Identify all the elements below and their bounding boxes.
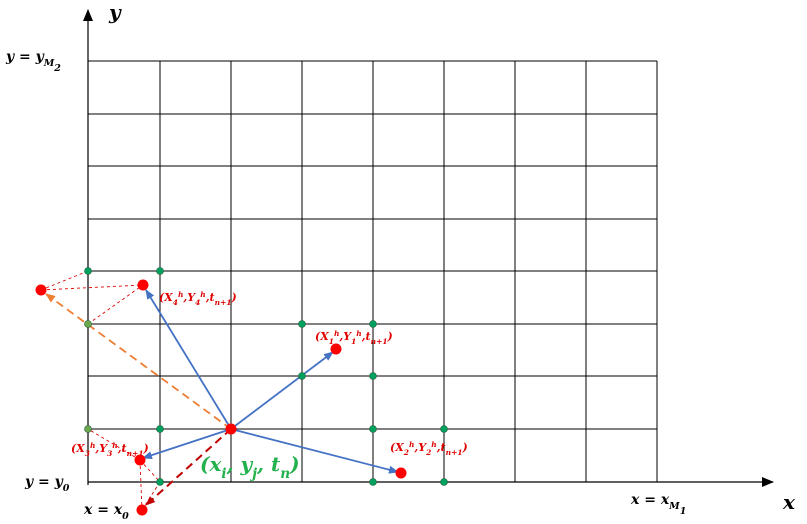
- mesh-grid: [88, 60, 658, 482]
- y-axis-label: y: [108, 0, 122, 24]
- x-axis-label: x: [782, 490, 796, 514]
- label-fragment: 0: [122, 511, 129, 522]
- point-outside-left: [35, 284, 47, 296]
- label-fragment: i: [221, 466, 226, 482]
- label-fragment: ,t: [205, 291, 215, 304]
- label-fragment: n+1: [446, 448, 463, 457]
- x-right-boundary-label: x = xM1: [630, 492, 686, 517]
- interpolation-guides: [40, 270, 161, 511]
- label-p1: (X1h,Y1h,tn+1): [315, 329, 393, 346]
- label-fragment: h: [90, 441, 95, 450]
- arrow-outside-left: [45, 293, 232, 430]
- label-fragment: j: [249, 466, 257, 482]
- point-p4: [137, 279, 149, 291]
- label-fragment: h: [431, 440, 436, 449]
- point-outside-bottom: [136, 504, 148, 516]
- arrow-to-p2: [230, 428, 399, 474]
- label-fragment: n+1: [127, 449, 144, 458]
- label-fragment: 1: [351, 337, 356, 346]
- y-top-boundary-label: y = yM2: [5, 49, 61, 74]
- label-fragment: (X: [71, 442, 85, 455]
- label-fragment: (X: [159, 291, 173, 304]
- label-fragment: 2: [425, 448, 431, 457]
- label-fragment: (x: [200, 452, 222, 476]
- label-fragment: ,t: [117, 442, 127, 455]
- label-fragment: h: [409, 440, 414, 449]
- label-fragment: ,Y: [338, 330, 352, 343]
- label-fragment: n+1: [215, 298, 232, 307]
- center-label: (xi, yj, tn): [200, 452, 300, 482]
- label-p3: (X3h,Y3h,tn+1): [71, 441, 149, 458]
- arrow-to-p4: [145, 289, 232, 430]
- y-bottom-boundary-label: y = y0: [24, 474, 70, 494]
- label-fragment: x = x: [630, 492, 670, 508]
- label-fragment: (X: [390, 441, 404, 454]
- x-left-boundary-label: x = x0: [83, 502, 129, 522]
- label-fragment: M: [43, 58, 55, 69]
- label-fragment: 2: [403, 448, 409, 457]
- label-fragment: y = y: [24, 474, 64, 490]
- center-point: [225, 423, 237, 435]
- label-fragment: ): [143, 442, 149, 455]
- label-fragment: 1: [680, 506, 687, 517]
- label-fragment: 2: [53, 63, 61, 74]
- label-fragment: 1: [329, 337, 334, 346]
- label-fragment: n: [280, 466, 290, 482]
- label-fragment: 3: [85, 449, 90, 458]
- arrow-outside-bottom: [145, 428, 232, 506]
- label-fragment: ): [462, 441, 468, 454]
- label-fragment: ,Y: [413, 441, 427, 454]
- label-fragment: 4: [173, 298, 178, 307]
- label-fragment: h: [178, 290, 183, 299]
- label-fragment: , y: [226, 452, 254, 476]
- label-fragment: h: [200, 290, 205, 299]
- label-p4: (X4h,Y4h,tn+1): [159, 290, 237, 307]
- label-fragment: (X: [315, 330, 329, 343]
- label-fragment: , t: [256, 452, 281, 476]
- label-fragment: h: [112, 441, 117, 450]
- point-p1: [330, 343, 342, 355]
- label-fragment: 0: [63, 483, 70, 494]
- label-p2: (X2h,Y2h,tn+1): [390, 440, 468, 457]
- point-p2: [395, 467, 407, 479]
- label-fragment: ,Y: [94, 442, 108, 455]
- arrow-to-p3: [142, 428, 232, 459]
- label-fragment: 3: [107, 449, 112, 458]
- label-fragment: ): [231, 291, 237, 304]
- label-fragment: ,t: [361, 330, 371, 343]
- label-fragment: n+1: [371, 337, 388, 346]
- label-fragment: ): [289, 452, 299, 476]
- label-fragment: h: [356, 329, 361, 338]
- label-fragment: ,Y: [182, 291, 196, 304]
- stencil-nodes: [84, 267, 448, 486]
- label-fragment: 4: [195, 298, 200, 307]
- label-fragment: x = x: [83, 502, 123, 518]
- label-fragment: y = y: [5, 49, 45, 65]
- point-p3: [134, 454, 146, 466]
- label-fragment: ): [387, 330, 393, 343]
- label-fragment: ,t: [436, 441, 446, 454]
- label-fragment: h: [334, 329, 339, 338]
- label-fragment: M: [668, 501, 680, 512]
- arrow-to-p1: [230, 351, 334, 430]
